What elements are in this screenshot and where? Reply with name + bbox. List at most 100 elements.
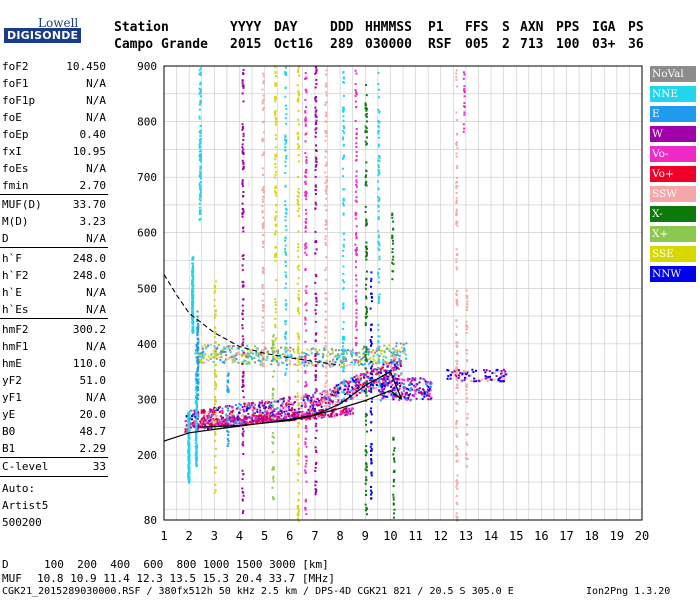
echo-point <box>309 401 312 404</box>
echo-point <box>293 363 296 366</box>
echo-point <box>297 196 300 199</box>
echo-point <box>191 283 194 286</box>
echo-point <box>454 373 457 376</box>
echo-point <box>271 496 274 499</box>
echo-point <box>325 408 328 411</box>
echo-point <box>196 410 199 413</box>
echo-point <box>262 242 265 245</box>
echo-point <box>343 126 346 129</box>
echo-point <box>343 382 346 385</box>
param-row: h`F 248.0 <box>2 252 106 268</box>
echo-point <box>274 311 277 314</box>
echo-point <box>342 287 345 290</box>
echo-point <box>314 470 317 473</box>
echo-point <box>378 121 381 124</box>
echo-point <box>342 202 345 205</box>
echo-point <box>377 247 380 250</box>
echo-point <box>342 106 345 109</box>
echo-point <box>315 300 318 303</box>
echo-point <box>363 390 366 393</box>
echo-point <box>193 425 196 428</box>
echo-point <box>214 398 217 401</box>
echo-point <box>365 508 368 511</box>
echo-point <box>352 412 355 415</box>
echo-point <box>355 142 358 145</box>
echo-point <box>234 417 237 420</box>
echo-point <box>392 242 395 245</box>
echo-point <box>359 383 362 386</box>
echo-point <box>456 516 459 519</box>
echo-point <box>304 267 307 270</box>
echo-point <box>329 365 332 368</box>
echo-point <box>395 367 398 370</box>
echo-point <box>282 397 285 400</box>
echo-point <box>342 249 345 252</box>
echo-point <box>200 418 203 421</box>
echo-point <box>354 199 357 202</box>
param-key: yF1 <box>2 391 22 404</box>
echo-point <box>229 423 232 426</box>
echo-point <box>324 310 327 313</box>
echo-point <box>266 355 269 358</box>
echo-point <box>378 160 381 163</box>
echo-point <box>392 263 395 266</box>
echo-point <box>325 298 328 301</box>
echo-point <box>214 489 217 492</box>
param-value: 20.0 <box>79 408 107 421</box>
echo-point <box>241 264 244 267</box>
echo-point <box>296 84 299 87</box>
echo-point <box>297 462 300 465</box>
echo-point <box>393 469 396 472</box>
echo-point <box>196 315 199 318</box>
echo-point <box>261 299 264 302</box>
param-row: B1 2.29 <box>2 442 106 458</box>
echo-point <box>393 355 396 358</box>
echo-point <box>223 420 226 423</box>
echo-point <box>315 304 318 307</box>
echo-point <box>275 75 278 78</box>
echo-point <box>369 449 372 452</box>
echo-point <box>314 425 317 428</box>
auto-label: Auto: <box>2 482 36 495</box>
echo-point <box>371 373 374 376</box>
echo-point <box>294 416 297 419</box>
echo-point <box>427 389 430 392</box>
echo-point <box>370 472 373 475</box>
echo-point <box>365 109 368 112</box>
echo-point <box>196 370 199 373</box>
echo-point <box>285 276 288 279</box>
echo-point <box>342 391 345 394</box>
echo-point <box>466 325 469 328</box>
y-tick-label: 500 <box>137 282 157 295</box>
echo-point <box>383 351 386 354</box>
echo-point <box>305 417 308 420</box>
echo-point <box>248 421 251 424</box>
echo-point <box>285 122 288 125</box>
echo-point <box>198 150 201 153</box>
echo-point <box>391 395 394 398</box>
echo-point <box>377 335 380 338</box>
echo-point <box>221 361 224 364</box>
echo-point <box>218 356 221 359</box>
echo-point <box>353 363 356 366</box>
echo-point <box>195 394 198 397</box>
param-key: foF2 <box>2 60 29 73</box>
echo-point <box>373 381 376 384</box>
echo-point <box>238 347 241 350</box>
echo-point <box>271 339 274 342</box>
echo-point <box>314 273 317 276</box>
echo-point <box>370 386 373 389</box>
echo-point <box>455 79 458 82</box>
echo-point <box>245 407 248 410</box>
echo-point <box>304 124 307 127</box>
echo-point <box>306 397 309 400</box>
echo-point <box>291 413 294 416</box>
echo-point <box>240 345 243 348</box>
echo-point <box>385 384 388 387</box>
echo-point <box>296 449 299 452</box>
echo-point <box>196 330 199 333</box>
echo-point <box>284 87 287 90</box>
echo-point <box>424 380 427 383</box>
echo-point <box>314 192 317 195</box>
echo-point <box>261 225 264 228</box>
